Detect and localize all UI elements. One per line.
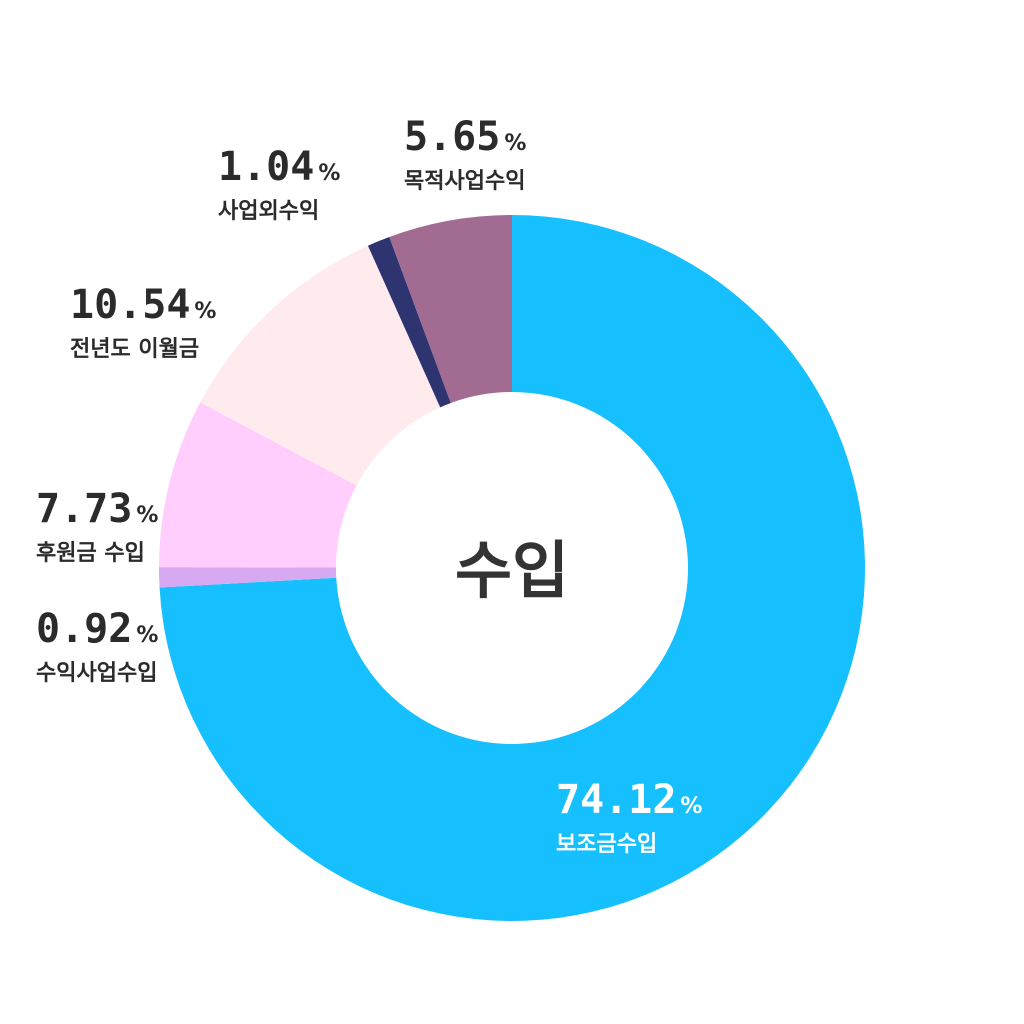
slice-2 — [159, 402, 357, 568]
slice-value-number-2: 7.73 — [36, 486, 132, 532]
slice-value-unit-3: % — [194, 299, 216, 324]
donut-slices — [159, 215, 866, 921]
slice-name-2: 후원금 수입 — [36, 541, 145, 566]
slice-value-unit-0: % — [680, 794, 702, 819]
slice-label-0: 74.12 % 보조금수입 — [556, 777, 702, 857]
slice-value-number-3: 10.54 — [70, 282, 190, 328]
slice-value-unit-4: % — [318, 161, 340, 186]
center-title: 수입 — [455, 534, 569, 607]
slice-label-2: 7.73 % 후원금 수입 — [36, 486, 158, 566]
slice-value-number-1: 0.92 — [36, 606, 132, 652]
slice-value-0: 74.12% — [556, 777, 702, 823]
slice-1 — [159, 567, 337, 588]
slice-label-4: 1.04 % 사업외수익 — [218, 144, 340, 224]
slice-3 — [200, 245, 441, 486]
slice-name-1: 수익사업수입 — [36, 661, 157, 686]
slice-4 — [367, 237, 451, 408]
slice-name-5: 목적사업수익 — [404, 169, 525, 194]
slice-value-4: 1.04% — [218, 144, 340, 190]
slice-value-3: 10.54% — [70, 282, 216, 328]
slice-name-3: 전년도 이월금 — [70, 337, 199, 362]
slice-5 — [389, 215, 512, 403]
slice-label-5: 5.65 % 목적사업수익 — [404, 114, 526, 194]
slice-value-number-4: 1.04 — [218, 144, 314, 190]
slice-name-4: 사업외수익 — [218, 199, 319, 224]
slice-value-unit-2: % — [136, 503, 158, 528]
slice-0 — [159, 215, 866, 921]
slice-name-0: 보조금수입 — [556, 832, 657, 857]
slice-value-number-5: 5.65 — [404, 114, 500, 160]
slice-value-1: 0.92% — [36, 606, 158, 652]
slice-value-unit-1: % — [136, 623, 158, 648]
slice-labels: 74.12 % 보조금수입 0.92 % 수익사업수입 7.73 % 후원금 수입 10.54 % 전… — [36, 114, 702, 857]
slice-value-unit-5: % — [504, 131, 526, 156]
slice-value-5: 5.65% — [404, 114, 526, 160]
slice-label-1: 0.92 % 수익사업수입 — [36, 606, 158, 686]
slice-value-2: 7.73% — [36, 486, 158, 532]
slice-label-3: 10.54 % 전년도 이월금 — [70, 282, 216, 362]
slice-value-number-0: 74.12 — [556, 777, 676, 823]
